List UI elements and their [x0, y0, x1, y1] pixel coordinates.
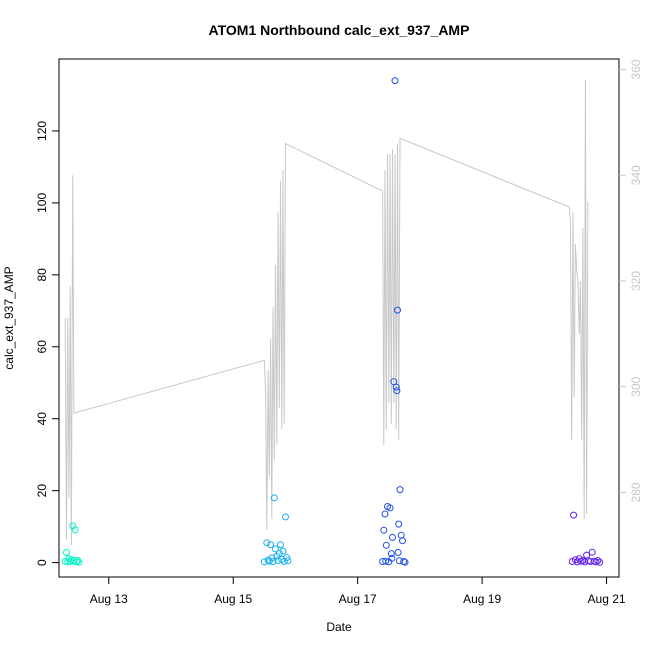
data-point [389, 533, 396, 541]
data-point [382, 557, 390, 565]
data-point [381, 510, 389, 518]
y2-tick-label: 340 [629, 165, 643, 185]
data-point [391, 77, 399, 85]
y2-tick-label: 320 [629, 271, 643, 291]
data-point [394, 306, 401, 314]
data-point [570, 511, 578, 519]
data-point [63, 549, 70, 556]
y-tick-label: 100 [35, 193, 49, 213]
data-point [264, 556, 272, 564]
data-point [583, 551, 591, 559]
data-point [596, 558, 604, 566]
data-point [260, 558, 268, 566]
right-y-axis: 280 300 320 340 360 [619, 59, 643, 502]
data-point [269, 558, 277, 565]
data-point [75, 558, 83, 566]
data-point [396, 486, 404, 494]
data-point [400, 558, 408, 565]
data-point [279, 547, 287, 555]
x-axis: Aug 13 Aug 15 Aug 17 Aug 19 Aug 21 [90, 577, 626, 606]
data-point [394, 549, 402, 556]
data-point [283, 554, 291, 562]
data-point [270, 494, 278, 502]
data-point [275, 549, 283, 557]
secondary-series-line [64, 80, 589, 546]
data-point [71, 526, 79, 534]
data-point [284, 557, 292, 565]
x-tick-label: Aug 21 [588, 592, 626, 606]
data-point [401, 558, 409, 566]
data-point [382, 541, 390, 549]
y-axis-label: calc_ext_937_AMP [2, 266, 16, 369]
x-axis-label: Date [326, 620, 352, 634]
data-point [588, 548, 596, 556]
data-point [72, 558, 80, 566]
y-tick-label: 60 [35, 340, 49, 354]
y-tick-label: 40 [35, 412, 49, 426]
data-point [277, 541, 284, 549]
data-point [386, 504, 394, 512]
data-point [282, 513, 289, 521]
data-point [387, 550, 395, 558]
data-point [388, 554, 396, 562]
data-point [393, 387, 401, 395]
data-point [380, 526, 388, 534]
y-axis: 0 20 40 60 80 100 120 [35, 121, 59, 566]
x-tick-label: Aug 19 [463, 592, 501, 606]
data-point [592, 558, 600, 566]
y-tick-label: 80 [35, 268, 49, 282]
data-point [263, 539, 271, 547]
y2-tick-label: 300 [629, 376, 643, 396]
y-tick-label: 0 [35, 559, 49, 566]
data-point [594, 557, 602, 564]
x-tick-label: Aug 15 [214, 592, 252, 606]
y2-tick-label: 360 [629, 59, 643, 79]
points-layer [61, 77, 604, 566]
x-tick-label: Aug 17 [339, 592, 377, 606]
y2-tick-label: 280 [629, 482, 643, 502]
data-point [581, 558, 589, 566]
data-point [395, 520, 403, 528]
y-tick-label: 120 [35, 121, 49, 141]
data-point [267, 541, 275, 549]
data-point [74, 557, 82, 564]
plot-frame [58, 58, 620, 578]
y-tick-label: 20 [35, 484, 49, 498]
chart-title: ATOM1 Northbound calc_ext_937_AMP [209, 22, 470, 38]
data-point [392, 383, 400, 391]
data-point [399, 537, 406, 545]
data-point [272, 545, 279, 553]
secondary-line-layer [64, 80, 589, 546]
x-tick-label: Aug 13 [90, 592, 128, 606]
